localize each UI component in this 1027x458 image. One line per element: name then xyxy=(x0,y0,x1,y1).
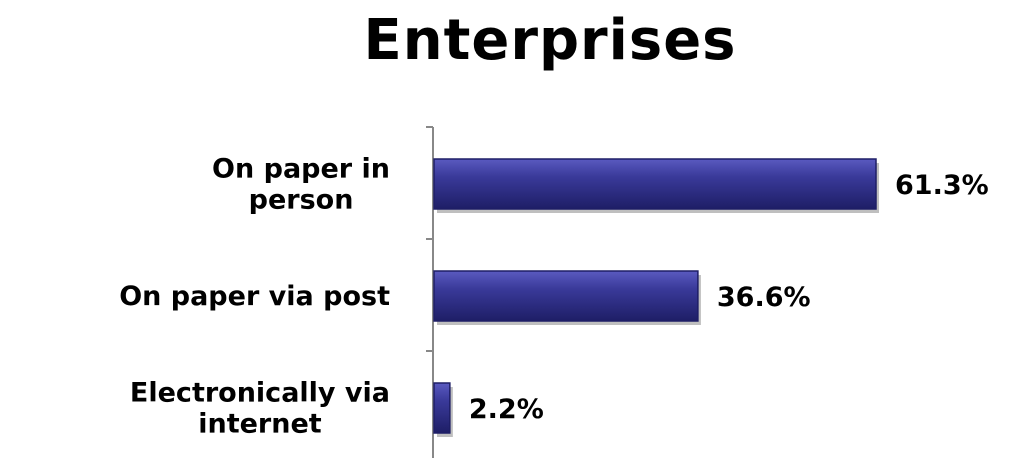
bar xyxy=(433,382,451,434)
data-label: 2.2% xyxy=(469,394,544,425)
bar xyxy=(433,270,699,322)
bar xyxy=(433,158,877,210)
bars-layer xyxy=(433,158,879,437)
chart-title: Enterprises xyxy=(363,8,737,73)
axis-layer xyxy=(426,126,434,458)
category-label: On paper in xyxy=(212,154,390,185)
category-label: person xyxy=(249,185,354,216)
category-label: On paper via post xyxy=(119,281,390,312)
data-label: 36.6% xyxy=(717,282,811,313)
data-label: 61.3% xyxy=(895,170,989,201)
category-label: Electronically via xyxy=(130,378,390,409)
category-label: internet xyxy=(198,409,322,440)
